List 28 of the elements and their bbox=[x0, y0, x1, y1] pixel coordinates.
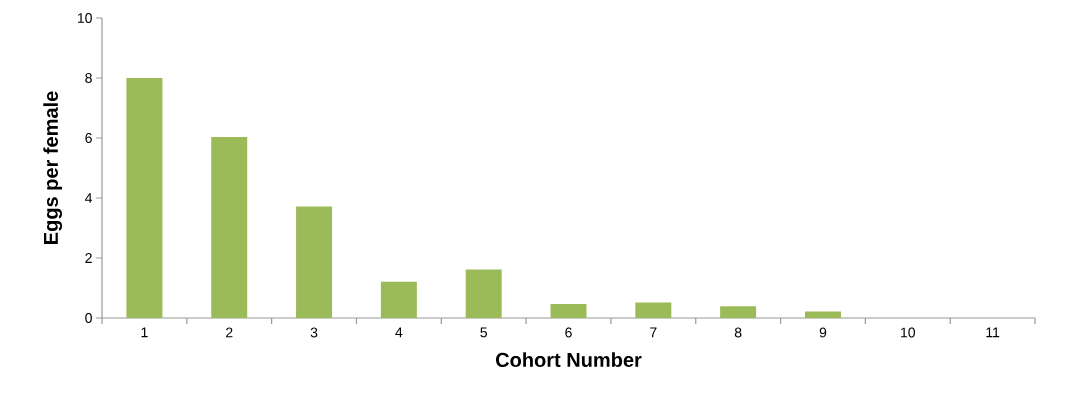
x-tick-label: 4 bbox=[395, 327, 403, 338]
y-tick-label: 6 bbox=[85, 133, 92, 143]
x-tick-label: 9 bbox=[819, 327, 827, 338]
x-tick-label: 5 bbox=[480, 327, 487, 338]
y-tick-label: 8 bbox=[85, 73, 92, 83]
y-tick-label: 4 bbox=[85, 193, 93, 203]
bar bbox=[720, 306, 757, 318]
x-tick-label: 7 bbox=[650, 327, 657, 338]
x-axis-title: Cohort Number bbox=[495, 352, 642, 367]
y-tick-label: 2 bbox=[85, 253, 92, 263]
x-tick-label: 6 bbox=[565, 327, 572, 338]
y-tick-label: 0 bbox=[85, 313, 92, 323]
bar bbox=[550, 303, 587, 318]
y-tick-label: 10 bbox=[77, 13, 92, 23]
x-tick-label: 8 bbox=[734, 327, 742, 338]
bar bbox=[211, 137, 248, 318]
bar bbox=[296, 206, 333, 318]
bar bbox=[380, 281, 417, 318]
bar bbox=[804, 311, 841, 318]
bar bbox=[635, 302, 672, 318]
bar bbox=[465, 269, 502, 318]
x-tick-label: 1 bbox=[141, 327, 148, 338]
x-tick-label: 3 bbox=[310, 327, 318, 338]
x-tick-label: 2 bbox=[226, 327, 233, 338]
x-tick-label: 11 bbox=[986, 327, 1000, 338]
y-axis-title: Eggs per female bbox=[43, 91, 63, 244]
bar bbox=[126, 78, 163, 318]
x-tick-label: 10 bbox=[901, 327, 916, 338]
